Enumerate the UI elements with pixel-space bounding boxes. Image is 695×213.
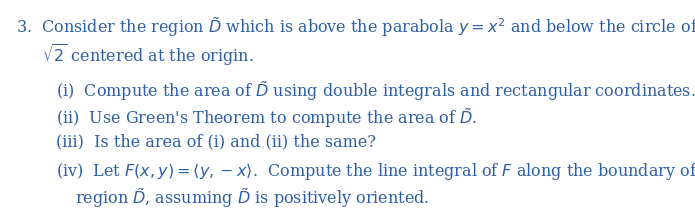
Text: (ii)  Use Green's Theorem to compute the area of $\tilde{D}$.: (ii) Use Green's Theorem to compute the …: [56, 106, 478, 130]
Text: (i)  Compute the area of $\tilde{D}$ using double integrals and rectangular coor: (i) Compute the area of $\tilde{D}$ usin…: [56, 79, 695, 103]
Text: 3.  Consider the region $\tilde{D}$ which is above the parabola $y = x^2$ and be: 3. Consider the region $\tilde{D}$ which…: [16, 15, 695, 39]
Text: $\sqrt{2}$ centered at the origin.: $\sqrt{2}$ centered at the origin.: [42, 42, 254, 68]
Text: (iii)  Is the area of (i) and (ii) the same?: (iii) Is the area of (i) and (ii) the sa…: [56, 134, 376, 151]
Text: (iv)  Let $F(x, y) = \langle y, -x\rangle$.  Compute the line integral of $F$ al: (iv) Let $F(x, y) = \langle y, -x\rangle…: [56, 161, 695, 182]
Text: region $\tilde{D}$, assuming $\tilde{D}$ is positively oriented.: region $\tilde{D}$, assuming $\tilde{D}$…: [75, 186, 430, 210]
